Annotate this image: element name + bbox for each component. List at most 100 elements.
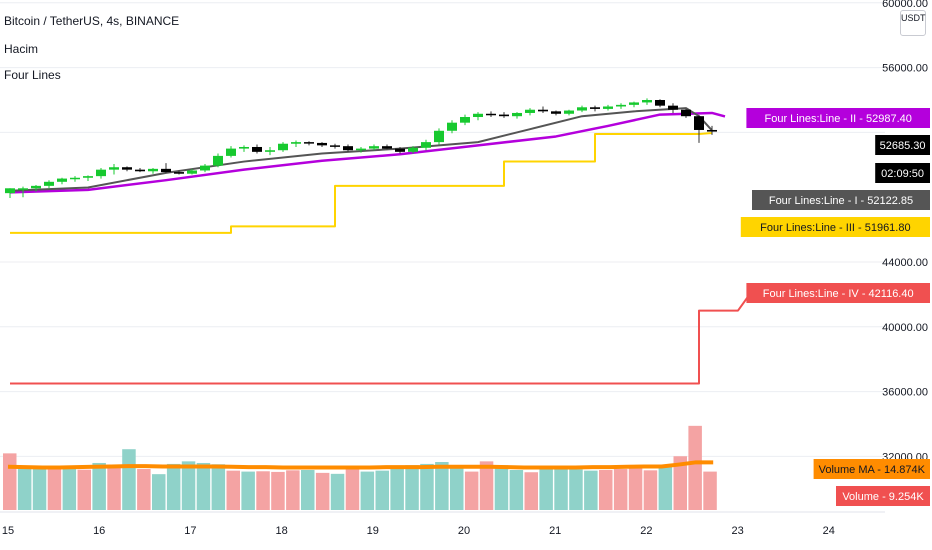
volume-bar (47, 466, 62, 510)
candle-body (434, 130, 444, 143)
candle-body (707, 129, 717, 132)
candle-body (655, 100, 665, 106)
volume-bar (345, 469, 360, 510)
volume-bar (658, 464, 673, 510)
price-tick-label: 40000.00 (882, 322, 928, 334)
volume-bar (166, 463, 181, 510)
volume-bar (643, 470, 658, 510)
volume-bar (62, 469, 77, 510)
volume-bar (315, 472, 330, 510)
volume-bar (420, 463, 434, 510)
volume-bar (330, 473, 345, 510)
candle-body (603, 106, 613, 109)
candle-body (148, 168, 158, 172)
price-tick-label: 60000.00 (882, 0, 928, 10)
volume-bar (539, 469, 553, 510)
volume-bar (494, 465, 509, 510)
candle-body (304, 142, 314, 144)
time-tick-label: 15 (2, 525, 14, 537)
volume-bar (599, 470, 613, 510)
volume-bar (673, 456, 687, 510)
candle-body (174, 172, 184, 174)
candle-body (213, 155, 223, 166)
line-ii-series (9, 111, 726, 194)
candle-body (18, 188, 28, 190)
candle-body (226, 148, 236, 156)
price-label-tag (746, 108, 930, 128)
candle-body (382, 146, 392, 149)
volume-bar (435, 462, 449, 510)
volume-bar (688, 425, 702, 510)
indicator-four-lines-label[interactable]: Four Lines (4, 68, 61, 82)
volume-bar (32, 466, 47, 510)
currency-badge[interactable]: USDT (900, 10, 926, 36)
line-iv-series (10, 291, 752, 385)
candle-body (44, 181, 54, 186)
price-label-tag (875, 135, 930, 155)
volume-bar (569, 469, 583, 510)
candle-body (369, 146, 379, 149)
candle-body (252, 146, 262, 152)
volume-bar (107, 464, 121, 510)
candle-body (590, 107, 600, 109)
indicator-hacim-label[interactable]: Hacim (4, 42, 39, 56)
volume-bar (405, 465, 419, 510)
volume-bar (554, 469, 568, 510)
candle-body (616, 104, 626, 107)
candle-body (135, 169, 145, 172)
candle-body (291, 142, 301, 144)
time-tick-label: 20 (458, 525, 470, 537)
candle-body (564, 110, 574, 114)
volume-bar (256, 471, 270, 510)
volume-bar (375, 470, 389, 510)
candle-body (642, 100, 652, 103)
price-label-tag (836, 486, 930, 506)
candle-body (499, 114, 509, 117)
candle-body (486, 113, 496, 116)
candle-body (96, 169, 106, 177)
candle-body (5, 188, 15, 194)
candle-body (525, 109, 535, 113)
candle-body (408, 147, 418, 152)
candle-body (317, 142, 327, 146)
volume-bar (17, 466, 32, 510)
price-label-text: Volume MA - 14.874K (819, 464, 926, 476)
volume-bar (524, 472, 538, 510)
volume-bar (152, 474, 166, 510)
price-label-tag (740, 217, 930, 237)
candle-body (447, 122, 457, 131)
volume-bar (226, 470, 240, 510)
volume-bar (3, 453, 17, 510)
candle-body (31, 185, 41, 189)
volume-bar (92, 462, 106, 510)
time-tick-label: 22 (640, 525, 652, 537)
price-label-text: Four Lines:Line - I - 52122.85 (769, 195, 913, 207)
price-tick-label: 36000.00 (882, 387, 928, 399)
price-label-tag (746, 283, 930, 303)
candle-body (187, 170, 197, 174)
candle-body (577, 107, 587, 111)
candle-body (694, 116, 704, 130)
price-label-text: Volume - 9.254K (842, 491, 924, 503)
time-tick-label: 19 (367, 525, 379, 537)
candle-body (629, 102, 639, 105)
volume-bar (584, 470, 598, 510)
price-tick-label: 56000.00 (882, 63, 928, 75)
volume-bar (703, 471, 717, 510)
price-label-text: 02:09:50 (881, 168, 924, 180)
candle-body (57, 178, 67, 182)
volume-bar (241, 471, 255, 510)
volume-bar (509, 470, 524, 510)
candle-body (473, 113, 483, 118)
volume-bar (122, 449, 136, 510)
volume-bar (390, 466, 404, 510)
volume-bar (196, 462, 211, 510)
volume-bar (181, 461, 196, 510)
candle-body (265, 150, 275, 152)
candle-body (421, 142, 431, 148)
candle-body (681, 109, 691, 117)
time-tick-label: 24 (823, 525, 835, 537)
candle-body (551, 111, 561, 114)
candle-body (330, 145, 340, 147)
